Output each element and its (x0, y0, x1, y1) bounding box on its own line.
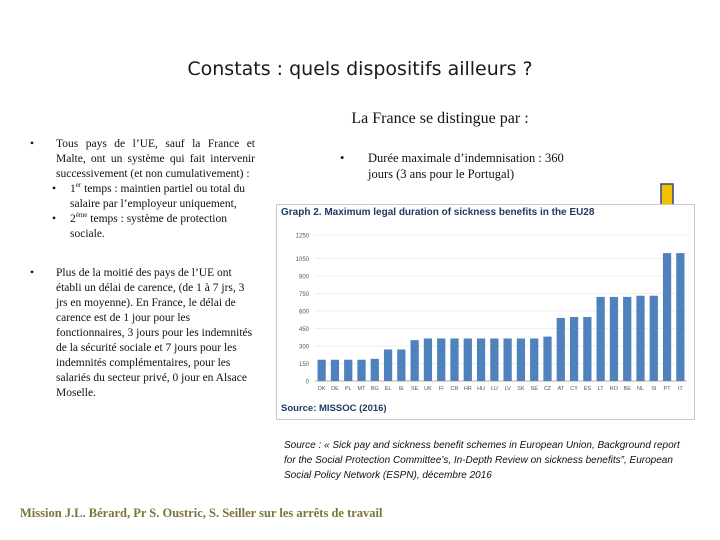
y-tick-label: 900 (299, 274, 310, 280)
sub-bullet-number: 1 (70, 183, 76, 195)
x-tick-label: DE (331, 386, 339, 392)
bar-be-23 (623, 296, 632, 381)
x-tick-label: CZ (544, 386, 552, 392)
bar-cr-10 (450, 338, 459, 381)
bar-se-7 (410, 340, 419, 381)
sub-bullet-item: • 1er temps : maintien partiel ou total … (46, 182, 255, 212)
x-tick-label: ES (584, 386, 592, 392)
slide-title: Constats : quels dispositifs ailleurs ? (187, 58, 533, 80)
bar-nl-24 (636, 295, 645, 381)
x-tick-label: IT (678, 386, 684, 392)
bullet-icon: • (340, 151, 345, 165)
bar-chart: Graph 2. Maximum legal duration of sickn… (276, 204, 695, 420)
bar-lu-13 (490, 338, 499, 381)
bullet-icon: • (30, 267, 35, 279)
bullet-text-2: Plus de la moitié des pays de l’UE ont é… (56, 267, 253, 399)
sub-bullet-item: • 2ème temps : système de protection soc… (46, 212, 255, 242)
sub-bullet-number: 2 (70, 213, 76, 225)
bar-sk-15 (516, 338, 526, 381)
bullet-item: • Plus de la moitié des pays de l’UE ont… (30, 266, 255, 401)
bar-lt-21 (596, 296, 605, 381)
x-tick-label: AT (557, 386, 564, 392)
bar-dk-0 (317, 359, 326, 381)
chart-plot: 0 150 300 450 600 750 900 1050 1250 DK DE PL MT BG EL I… (296, 234, 687, 392)
x-tick-label: PL (345, 386, 352, 392)
slide-subtitle: La France se distingue par : (351, 110, 529, 127)
x-tick-label: FI (439, 386, 444, 392)
sub-bullet-text: temps : maintien partiel ou total du sal… (70, 183, 246, 210)
x-tick-label: IE (399, 386, 405, 392)
y-tick-label: 150 (299, 362, 310, 368)
x-tick-label: RO (610, 386, 619, 392)
bar-cz-17 (543, 336, 552, 381)
bar-ro-22 (609, 296, 619, 381)
sub-bullet-ordinal: ème (75, 211, 88, 220)
bar-es-20 (583, 316, 592, 381)
x-tick-label: SE (531, 386, 539, 392)
x-tick-label: BG (371, 386, 379, 392)
y-tick-label: 750 (299, 292, 310, 298)
x-tick-label: HU (477, 386, 485, 392)
x-tick-label: MT (358, 386, 367, 392)
x-tick-label: LU (491, 386, 498, 392)
x-tick-label: LV (504, 386, 511, 392)
x-tick-label: CY (570, 386, 578, 392)
bar-pl-2 (344, 359, 353, 381)
x-tick-label: UK (424, 386, 432, 392)
x-tick-label: DK (318, 386, 326, 392)
y-tick-label: 1250 (296, 234, 310, 240)
y-tick-label: 300 (299, 344, 310, 350)
bar-de-1 (330, 359, 340, 381)
right-bullet: • Durée maximale d’indemnisation : 360 j… (340, 150, 580, 182)
sub-bullet-ordinal: er (75, 181, 82, 190)
bullet-icon: • (52, 213, 57, 225)
x-tick-label: CR (451, 386, 459, 392)
bar-at-18 (556, 317, 565, 381)
bar-lv-14 (503, 338, 512, 381)
y-tick-label: 600 (299, 309, 310, 315)
bar-pt-26 (662, 253, 672, 381)
x-tick-label: BE (624, 386, 632, 392)
chart-title: Graph 2. Maximum legal duration of sickn… (281, 207, 595, 218)
bar-el-5 (383, 349, 393, 381)
bar-hr-11 (463, 338, 472, 381)
y-tick-label: 1050 (296, 257, 310, 263)
bar-uk-8 (423, 338, 433, 381)
x-tick-label: PT (664, 386, 672, 392)
right-bullet-text: Durée maximale d’indemnisation : 360 jou… (368, 151, 564, 181)
footer-credit: Mission J.L. Bérard, Pr S. Oustric, S. S… (20, 506, 383, 520)
y-tick-label: 450 (299, 327, 310, 333)
x-tick-label: EL (385, 386, 392, 392)
bar-se-16 (530, 338, 539, 381)
bar-it-27 (676, 253, 685, 381)
bullet-item: • Tous pays de l’UE, sauf la France et M… (30, 137, 255, 182)
bar-si-25 (649, 295, 658, 381)
bar-cy-19 (569, 316, 579, 381)
x-tick-label: SI (651, 386, 657, 392)
source-note: Source : « Sick pay and sickness benefit… (284, 440, 680, 481)
chart-source: Source: MISSOC (2016) (281, 403, 387, 414)
sub-bullet-text: temps : système de protection sociale. (70, 213, 227, 240)
bar-hu-12 (476, 338, 486, 381)
y-tick-label: 0 (306, 380, 310, 386)
x-tick-label: NL (637, 386, 644, 392)
bullet-icon: • (52, 183, 57, 195)
bullet-icon: • (30, 138, 35, 150)
left-column: • Tous pays de l’UE, sauf la France et M… (30, 137, 255, 401)
bar-ie-6 (397, 349, 406, 381)
x-tick-label: HR (464, 386, 472, 392)
bullet-text-1: Tous pays de l’UE, sauf la France et Mal… (56, 138, 255, 180)
x-tick-label: LT (598, 386, 605, 392)
x-tick-label: SK (517, 386, 525, 392)
x-tick-label: SE (411, 386, 419, 392)
bar-mt-3 (357, 359, 366, 381)
bar-fi-9 (437, 338, 446, 381)
bar-bg-4 (370, 358, 379, 381)
